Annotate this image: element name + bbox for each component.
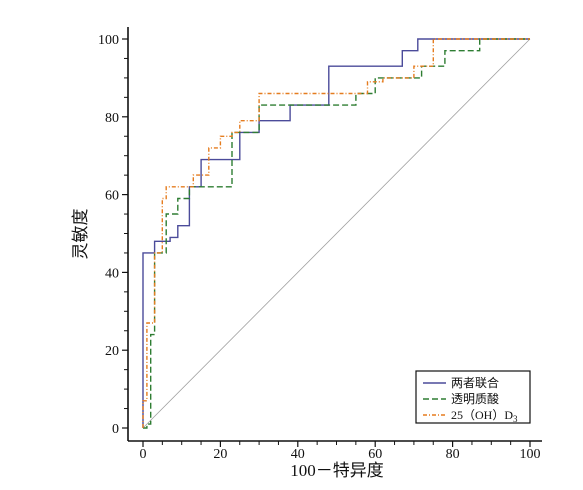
legend-label-2: 透明质酸 bbox=[451, 391, 499, 406]
x-tick-label: 0 bbox=[140, 447, 147, 462]
legend-label-1: 两者联合 bbox=[451, 375, 499, 390]
x-tick-label: 40 bbox=[291, 447, 305, 462]
y-tick-label: 80 bbox=[105, 111, 119, 126]
x-tick-label: 100 bbox=[520, 447, 541, 462]
x-tick-label: 20 bbox=[213, 447, 227, 462]
y-tick-label: 40 bbox=[105, 266, 119, 281]
reference-diagonal bbox=[142, 38, 531, 429]
x-tick-label: 80 bbox=[446, 447, 460, 462]
series-line-1 bbox=[142, 38, 530, 428]
y-tick-label: 60 bbox=[105, 189, 119, 204]
y-tick-label: 100 bbox=[98, 33, 119, 48]
y-axis-title: 灵敏度 bbox=[71, 209, 90, 260]
axis-ticks: 0 0 20 20 40 40 60 60 80 80 100 100 bbox=[98, 33, 541, 462]
legend-label-3: 25（OH）D3 bbox=[451, 408, 518, 424]
x-tick-label: 60 bbox=[368, 447, 382, 462]
series-line-2 bbox=[143, 38, 530, 429]
y-tick-label: 0 bbox=[112, 422, 119, 437]
plot-area bbox=[127, 27, 542, 442]
y-tick-label: 20 bbox=[105, 344, 119, 359]
series-line-3 bbox=[142, 38, 530, 428]
x-axis-title: 100－特异度 bbox=[290, 461, 384, 480]
